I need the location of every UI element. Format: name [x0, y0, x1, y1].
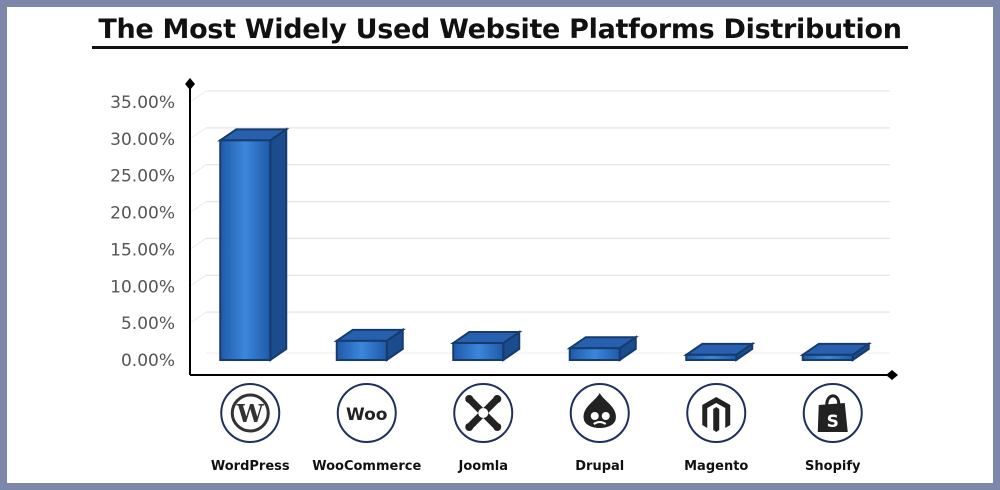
bar-front — [685, 353, 738, 361]
y-tick-label: 10.00% — [110, 277, 175, 297]
joomla-node — [465, 423, 474, 431]
logo-ring — [220, 383, 281, 443]
category-label-woocommerce: WooCommerce — [312, 459, 421, 474]
y-axis-arrow — [185, 78, 195, 90]
bar-front — [801, 353, 854, 361]
bar-wordpress — [217, 127, 290, 362]
x-axis-arrow — [886, 370, 898, 380]
axes — [185, 78, 898, 380]
y-tick-label: 15.00% — [110, 240, 175, 260]
joomla-icon — [453, 383, 514, 443]
grid-line-depth — [189, 201, 207, 213]
category-labels: WordPress WooCommerce Joomla Drupal Magento S… — [211, 459, 861, 474]
chart-title: The Most Widely Used Website Platforms D… — [0, 14, 1000, 49]
y-tick-label: 0.00% — [121, 351, 175, 371]
platform-logos: W Woo S — [220, 383, 863, 443]
y-tick-label: 20.00% — [110, 204, 175, 224]
bar-magento — [683, 341, 756, 362]
wordpress-icon: W — [220, 383, 281, 443]
drupal-icon — [569, 383, 630, 443]
shopify-letter: S — [827, 412, 839, 432]
grid-line-depth — [189, 127, 207, 140]
bar-joomla — [450, 330, 523, 362]
bar-side — [269, 127, 288, 362]
logo-ring — [336, 383, 397, 443]
wp-outer — [230, 393, 270, 433]
bar-front — [335, 339, 388, 362]
joomla-node — [465, 395, 474, 403]
joomla-node — [493, 423, 502, 431]
grid-line-depth — [189, 274, 207, 287]
magento-m-center — [713, 407, 720, 432]
category-label-joomla: Joomla — [458, 459, 508, 474]
y-tick-label: 25.00% — [110, 167, 175, 187]
grid-line-depth — [189, 90, 207, 103]
drupal-eye — [590, 412, 599, 420]
grid-lines — [189, 90, 890, 354]
bar-front — [452, 342, 505, 362]
woo-icon: Woo — [336, 383, 397, 443]
bar-front — [568, 347, 621, 362]
shopify-handle — [825, 394, 841, 406]
bar-drupal — [566, 335, 639, 362]
woo-text: Woo — [346, 405, 388, 425]
wp-letter: W — [236, 399, 265, 428]
y-tick-label: 30.00% — [110, 130, 175, 150]
chart-title-text: The Most Widely Used Website Platforms D… — [92, 14, 908, 49]
y-tick-label: 5.00% — [121, 314, 175, 334]
magento-icon — [686, 383, 747, 443]
shopify-icon: S — [802, 383, 863, 443]
category-label-wordpress: WordPress — [211, 459, 290, 474]
shopify-bag — [817, 403, 848, 432]
y-tick-label: 35.00% — [110, 93, 175, 113]
grid-line-depth — [189, 238, 207, 250]
bar-woocommerce — [333, 327, 406, 362]
grid-line-depth — [189, 164, 207, 177]
bar-shopify — [799, 341, 872, 362]
bar-front — [219, 139, 272, 361]
y-tick-labels: 0.00% 5.00% 10.00% 15.00% 20.00% 25.00% 30.00%… — [110, 93, 175, 371]
category-label-magento: Magento — [684, 459, 748, 474]
joomla-center — [478, 408, 489, 418]
category-label-shopify: Shopify — [805, 459, 861, 474]
category-label-drupal: Drupal — [575, 459, 624, 474]
magento-m — [702, 397, 731, 428]
joomla-node — [493, 395, 502, 403]
bars — [217, 127, 872, 362]
grid-line-depth — [189, 311, 207, 324]
drupal-mouth — [593, 421, 607, 425]
drupal-eye — [601, 412, 610, 420]
